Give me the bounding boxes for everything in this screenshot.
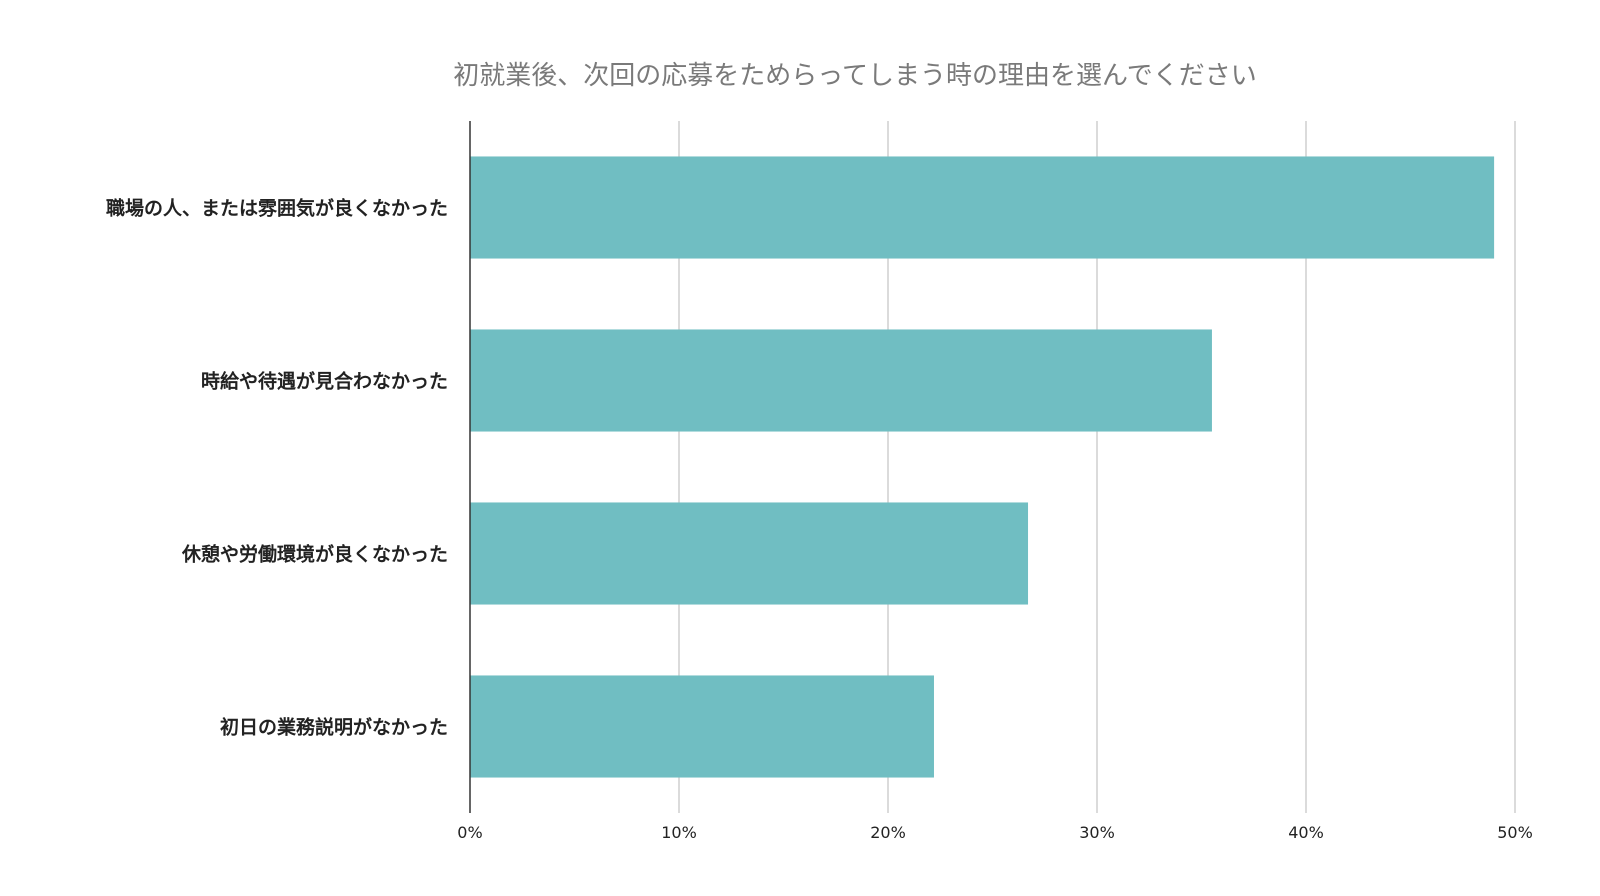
bar — [470, 502, 1029, 605]
x-tick-label: 30% — [1079, 823, 1115, 842]
category-label: 職場の人、または雰囲気が良くなかった — [106, 197, 448, 220]
x-tick-label: 10% — [661, 823, 697, 842]
x-tick-label: 20% — [870, 823, 906, 842]
bars — [470, 156, 1495, 778]
x-tick-label: 40% — [1288, 823, 1324, 842]
category-label: 休憩や労働環境が良くなかった — [181, 543, 448, 566]
bar — [470, 156, 1495, 259]
category-label: 時給や待遇が見合わなかった — [201, 370, 448, 393]
category-label: 初日の業務説明がなかった — [220, 716, 448, 739]
chart-title: 初就業後、次回の応募をためらってしまう時の理由を選んでください — [453, 61, 1256, 91]
bar — [470, 329, 1212, 432]
bar — [470, 675, 934, 778]
x-tick-labels: 0% 10% 20% 30% 40% 50% — [457, 823, 1532, 842]
x-tick-label: 50% — [1497, 823, 1533, 842]
category-labels: 職場の人、または雰囲気が良くなかった時給や待遇が見合わなかった休憩や労働環境が良… — [106, 197, 448, 739]
x-tick-label: 0% — [457, 823, 482, 842]
